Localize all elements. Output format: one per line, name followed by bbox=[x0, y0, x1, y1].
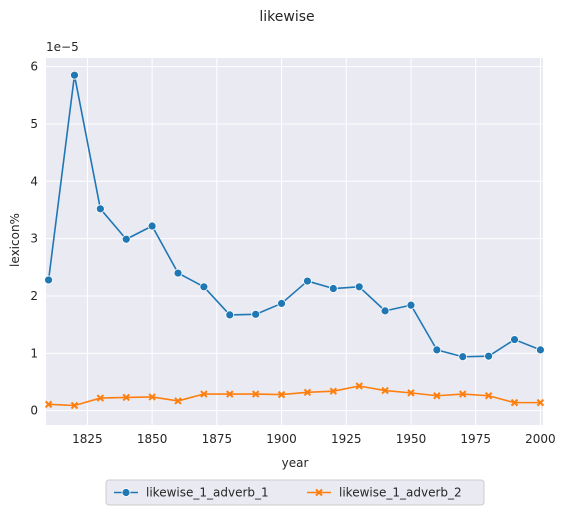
y-tick-label: 2 bbox=[30, 289, 38, 303]
y-axis-label: lexicon% bbox=[8, 213, 22, 267]
data-point bbox=[44, 275, 53, 285]
x-marker-stroke bbox=[44, 400, 53, 409]
x-marker-stroke bbox=[277, 390, 286, 399]
data-point bbox=[225, 310, 235, 320]
data-point bbox=[303, 388, 312, 397]
series-1 bbox=[44, 70, 545, 362]
x-marker-stroke bbox=[70, 401, 79, 410]
x-marker-stroke bbox=[329, 387, 338, 395]
x-marker-stroke bbox=[381, 386, 389, 395]
data-point bbox=[199, 282, 209, 292]
legend-entry-1: likewise_1_adverb_1 bbox=[114, 486, 269, 500]
x-marker-stroke bbox=[315, 488, 323, 497]
data-point bbox=[277, 299, 286, 308]
x-marker-stroke bbox=[459, 390, 467, 398]
data-point bbox=[381, 386, 389, 395]
data-point bbox=[44, 400, 53, 409]
series-line bbox=[48, 385, 541, 407]
data-point bbox=[484, 392, 493, 400]
x-marker-stroke bbox=[226, 390, 234, 398]
data-point bbox=[174, 397, 182, 405]
data-point bbox=[354, 282, 364, 292]
data-point bbox=[200, 390, 208, 398]
x-tick-label: 1850 bbox=[137, 432, 168, 446]
data-point bbox=[121, 234, 131, 244]
data-point bbox=[458, 352, 468, 362]
data-point bbox=[380, 306, 390, 316]
data-point bbox=[277, 390, 286, 399]
plot-area bbox=[46, 58, 543, 425]
data-point bbox=[329, 387, 338, 395]
x-tick-labels: 1825 1850 1875 1900 1925 1950 1975 2000 bbox=[72, 432, 556, 446]
y-tick-label: 1 bbox=[30, 346, 38, 360]
data-point bbox=[328, 284, 338, 293]
data-point bbox=[407, 389, 415, 397]
data-point bbox=[173, 268, 183, 278]
legend-label: likewise_1_adverb_1 bbox=[146, 486, 269, 500]
chart-title: likewise bbox=[259, 9, 314, 25]
data-point bbox=[536, 398, 545, 407]
x-marker-stroke bbox=[96, 394, 105, 402]
y-offset-label: 1e−5 bbox=[46, 40, 79, 54]
y-tick-label: 4 bbox=[30, 174, 38, 188]
data-point bbox=[70, 70, 79, 80]
y-tick-label: 6 bbox=[30, 60, 38, 74]
legend-marker bbox=[121, 488, 131, 497]
x-marker-stroke bbox=[355, 382, 363, 390]
x-marker-stroke bbox=[433, 392, 441, 400]
x-marker-stroke bbox=[303, 388, 312, 397]
data-point bbox=[96, 394, 105, 402]
data-point bbox=[484, 351, 494, 361]
legend: likewise_1_adverb_1 likewise_1_adverb_2 bbox=[105, 479, 485, 506]
legend-box bbox=[105, 479, 485, 506]
data-point bbox=[251, 309, 261, 319]
x-axis-label: year bbox=[282, 456, 309, 470]
data-point bbox=[432, 345, 442, 355]
x-marker-stroke bbox=[174, 397, 182, 405]
data-point bbox=[303, 276, 312, 286]
y-tick-label: 5 bbox=[30, 117, 38, 131]
data-point bbox=[536, 345, 545, 355]
x-tick-label: 1950 bbox=[396, 432, 427, 446]
data-point bbox=[459, 390, 467, 398]
series-line bbox=[47, 74, 541, 358]
x-marker-stroke bbox=[484, 392, 493, 400]
data-point bbox=[355, 382, 363, 390]
data-point bbox=[70, 401, 79, 410]
y-tick-label: 0 bbox=[30, 404, 38, 418]
x-tick-label: 1925 bbox=[331, 432, 362, 446]
data-point bbox=[510, 335, 519, 344]
x-tick-label: 1825 bbox=[72, 432, 103, 446]
x-tick-label: 1875 bbox=[202, 432, 233, 446]
x-tick-label: 1975 bbox=[460, 432, 491, 446]
y-tick-label: 3 bbox=[30, 232, 38, 246]
y-tick-labels: 0 1 2 3 4 5 6 bbox=[30, 60, 38, 418]
series-2 bbox=[44, 382, 545, 410]
series-layer bbox=[44, 70, 545, 410]
x-marker-stroke bbox=[148, 393, 156, 401]
x-marker-stroke bbox=[122, 393, 130, 402]
legend-entry-2: likewise_1_adverb_2 bbox=[307, 486, 462, 500]
legend-label: likewise_1_adverb_2 bbox=[339, 486, 462, 500]
x-tick-label: 1900 bbox=[266, 432, 297, 446]
x-marker-stroke bbox=[200, 390, 208, 398]
data-point bbox=[148, 393, 156, 401]
legend-marker bbox=[315, 488, 323, 497]
data-point bbox=[433, 392, 441, 400]
data-point bbox=[406, 300, 416, 310]
data-point bbox=[251, 390, 260, 398]
data-point bbox=[95, 204, 105, 214]
x-marker-stroke bbox=[536, 398, 545, 407]
x-marker-stroke bbox=[407, 389, 415, 397]
data-point bbox=[510, 398, 519, 407]
data-point bbox=[147, 221, 157, 231]
x-marker-stroke bbox=[510, 398, 519, 407]
data-point bbox=[226, 390, 234, 398]
x-marker-stroke bbox=[251, 390, 260, 398]
x-tick-label: 2000 bbox=[525, 432, 556, 446]
data-point bbox=[122, 393, 130, 402]
